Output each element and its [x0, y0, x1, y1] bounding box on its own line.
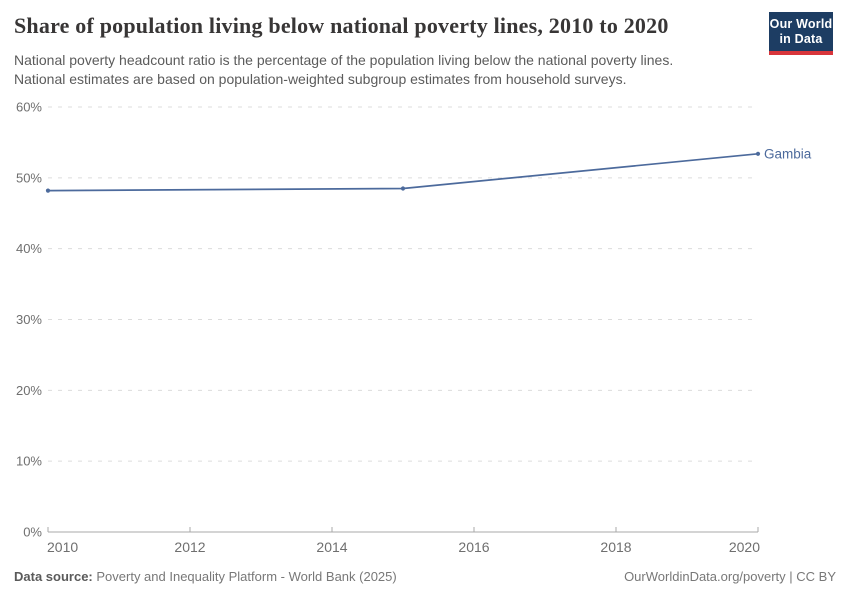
y-tick-label-50: 50%	[16, 170, 42, 185]
data-source: Data source: Poverty and Inequality Plat…	[14, 569, 397, 584]
x-tick-label-2010: 2010	[47, 539, 78, 555]
x-tick-label-2016: 2016	[458, 539, 489, 555]
y-tick-label-10: 10%	[16, 454, 42, 469]
series-label-gambia: Gambia	[764, 146, 812, 161]
subtitle-line-1: National poverty headcount ratio is the …	[14, 52, 674, 68]
y-tick-label-40: 40%	[16, 241, 42, 256]
data-source-text: Poverty and Inequality Platform - World …	[96, 569, 397, 584]
y-tick-label-20: 20%	[16, 383, 42, 398]
attribution: OurWorldinData.org/poverty | CC BY	[624, 569, 836, 584]
data-point-gambia-2010	[45, 188, 51, 193]
logo-line-2: in Data	[779, 32, 823, 46]
x-tick-label-2012: 2012	[174, 539, 205, 555]
y-tick-label-0: 0%	[23, 525, 42, 540]
data-source-label: Data source:	[14, 569, 93, 584]
x-tick-label-2018: 2018	[600, 539, 631, 555]
data-point-gambia-2015	[400, 186, 406, 191]
page-title: Share of population living below nationa…	[14, 13, 669, 38]
y-tick-label-60: 60%	[16, 100, 42, 115]
data-point-gambia-2020	[755, 151, 761, 156]
series-line-gambia	[47, 152, 759, 192]
subtitle-line-2: National estimates are based on populati…	[14, 70, 627, 87]
chart-subtitle: National poverty headcount ratio is the …	[14, 51, 673, 88]
x-tick-label-2014: 2014	[316, 539, 347, 555]
owid-logo: Our World in Data	[769, 12, 833, 55]
logo-line-1: Our World	[769, 17, 833, 31]
x-tick-label-2020: 2020	[729, 539, 760, 555]
chart-footer: Data source: Poverty and Inequality Plat…	[14, 569, 836, 584]
y-tick-label-30: 30%	[16, 312, 42, 327]
